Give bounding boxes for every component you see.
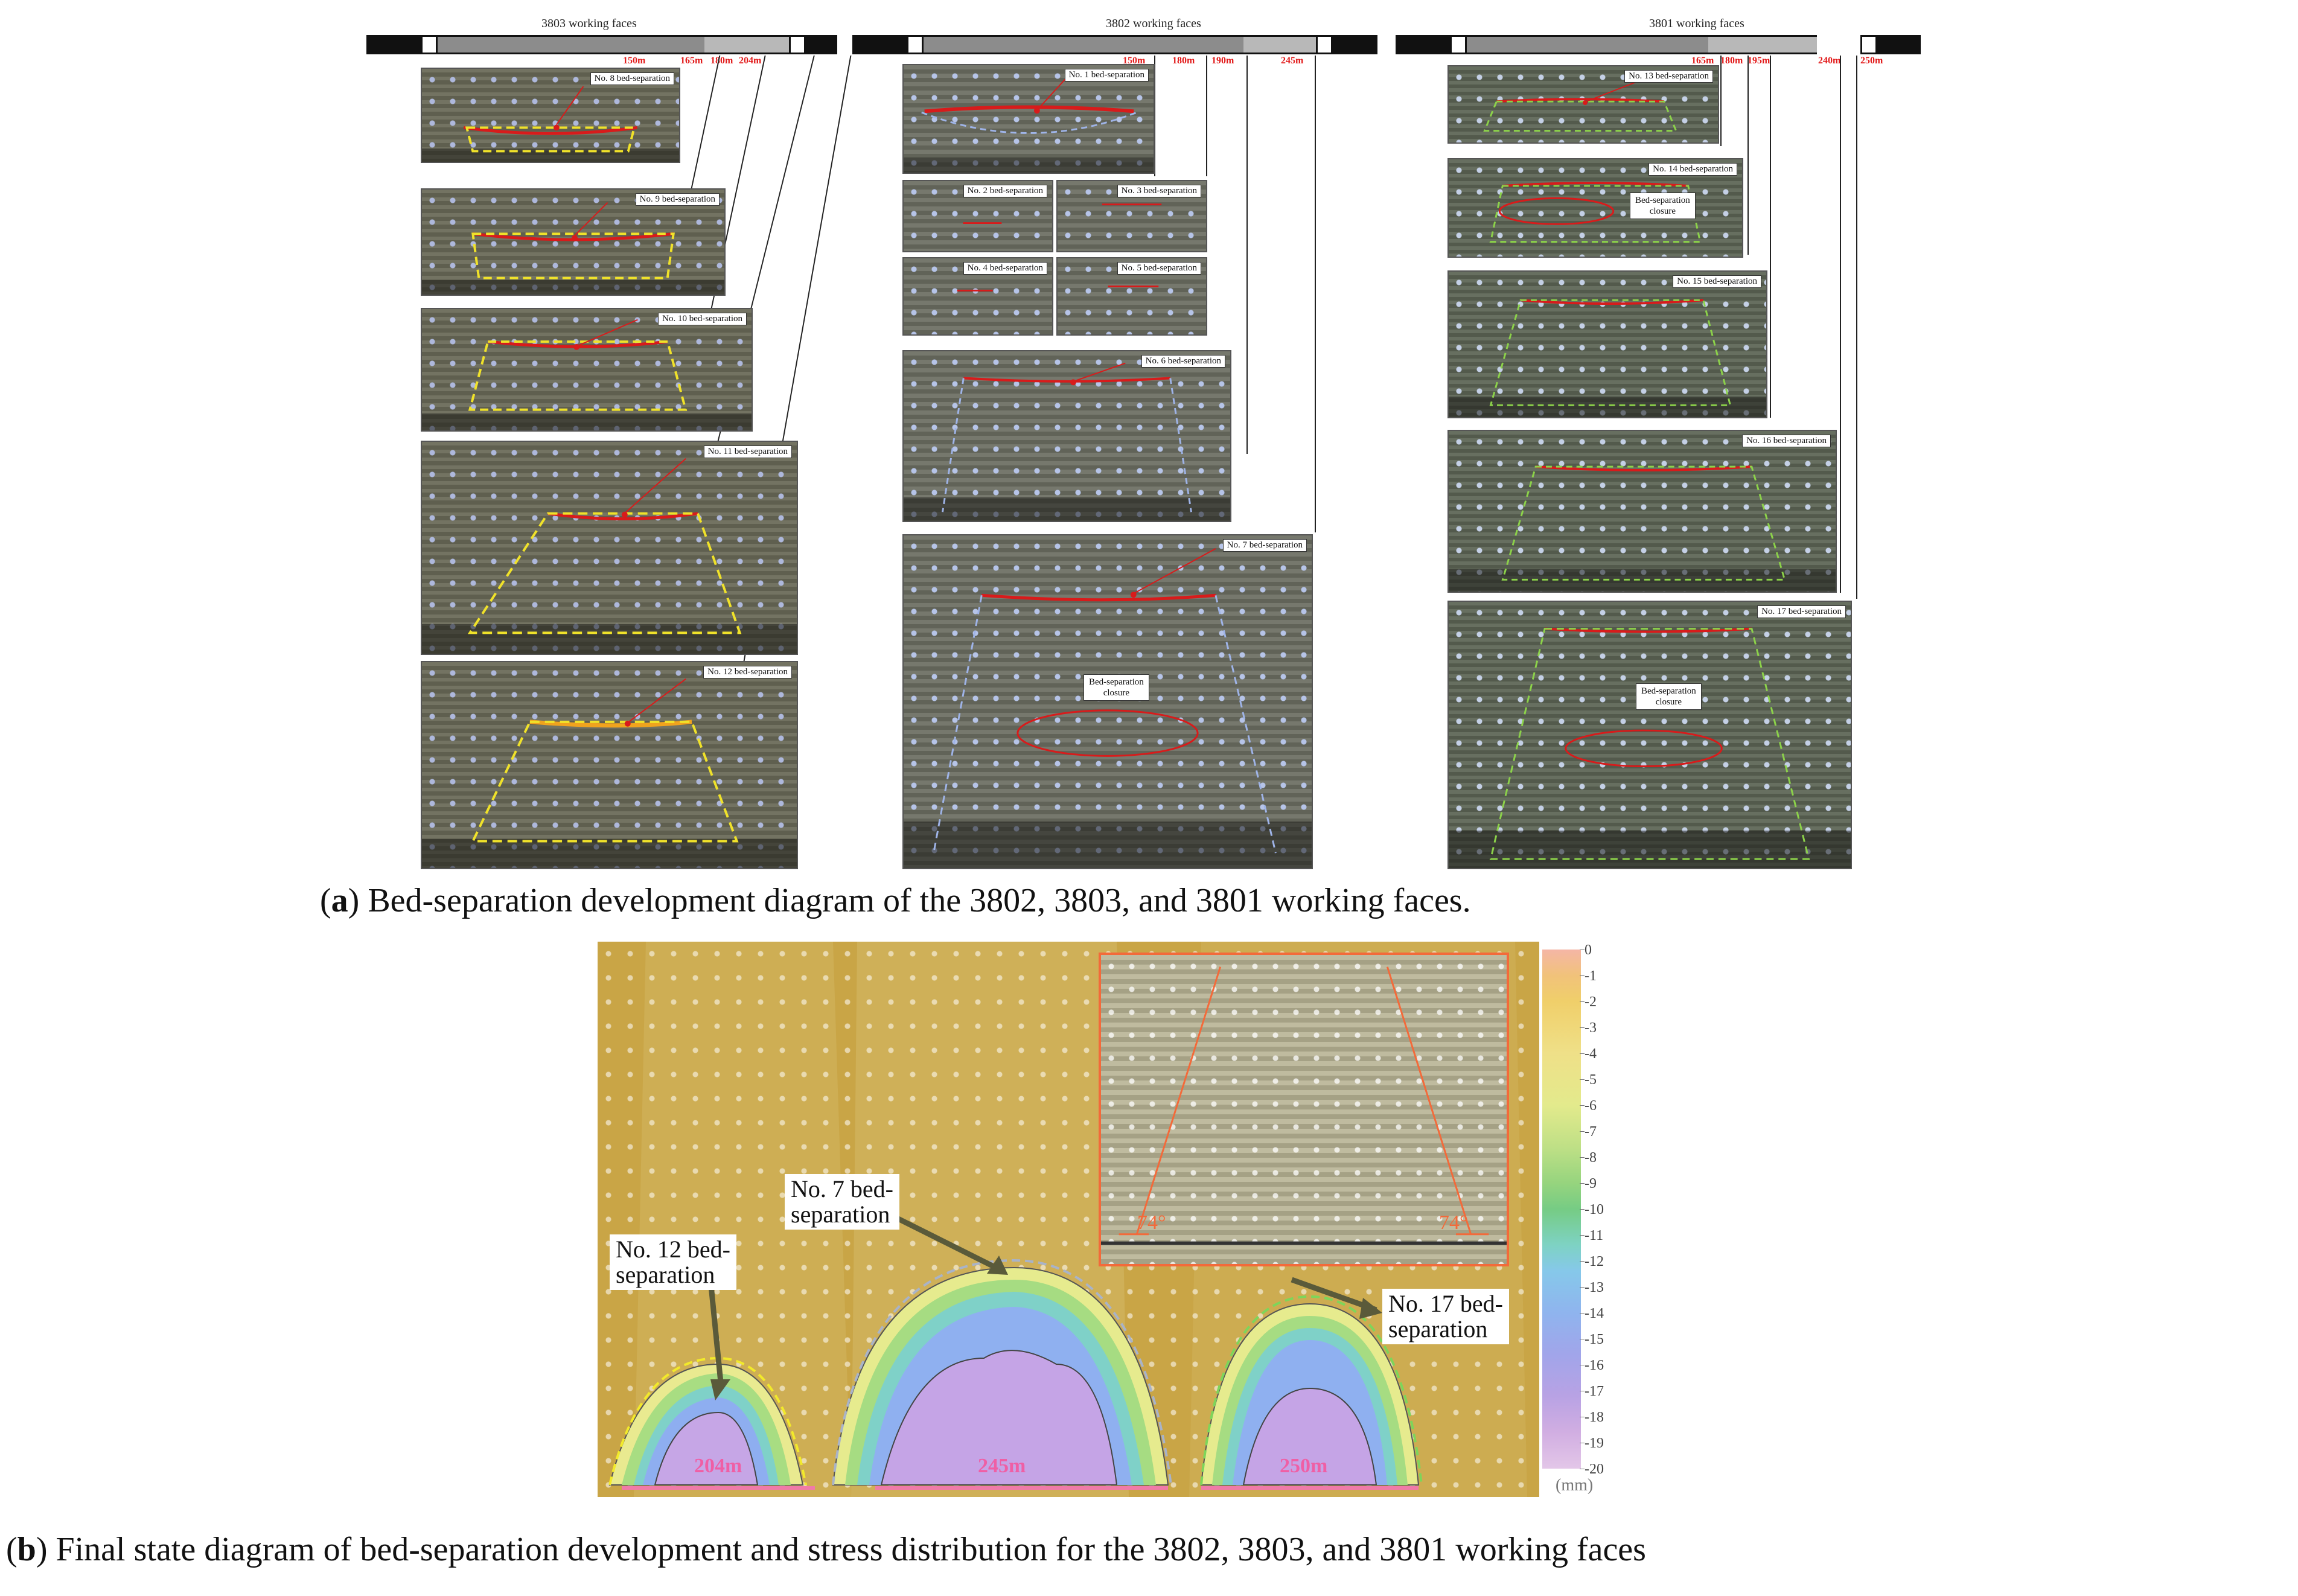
legend-tick: -19 (1580, 1435, 1604, 1451)
legend-gradient (1542, 950, 1581, 1469)
callout-no12: No. 12 bed- separation (610, 1234, 736, 1290)
bed-separation-photo-11: No. 11 bed-separation (421, 441, 798, 655)
legend-tick: -5 (1580, 1072, 1597, 1088)
distance-label: 165m (1691, 56, 1714, 66)
bed-separation-photo-7: No. 7 bed-separation Bed-separation clos… (902, 534, 1313, 869)
bed-separation-photo-13: No. 13 bed-separation (1447, 65, 1719, 144)
bed-separation-label: No. 6 bed-separation (1141, 355, 1225, 368)
distance-label: 204m (739, 56, 762, 66)
caption-a: (a) Bed-separation development diagram o… (320, 882, 1471, 919)
span-label-250: 250m (1280, 1455, 1328, 1477)
group-3801: 3801 working faces 165m 180m 195m 240m 2… (0, 0, 1932, 875)
inset-closeup: 74° 74° (1099, 953, 1509, 1266)
legend-tick: -9 (1580, 1176, 1597, 1192)
color-legend: 0 -1 -2 -3 -4 -5 -6 -7 -8 -9 -10 -11 -12 -13 -14 -15 -16… (1542, 942, 1657, 1512)
distance-label: 180m (1172, 56, 1195, 66)
span-label-245: 245m (978, 1455, 1026, 1477)
bed-separation-photo-17: No. 17 bed-separation Bed-separation clo… (1447, 601, 1852, 869)
callout-no7: No. 7 bed- separation (785, 1174, 899, 1230)
bed-separation-label: No. 1 bed-separation (1064, 69, 1149, 81)
legend-tick: -4 (1580, 1046, 1597, 1062)
legend-tick: -3 (1580, 1020, 1597, 1036)
working-face-title: 3801 working faces (1649, 17, 1744, 30)
bed-separation-photo-12: No. 12 bed-separation (421, 661, 798, 869)
distance-label: 150m (1123, 56, 1146, 66)
bed-separation-label: No. 16 bed-separation (1742, 435, 1831, 447)
legend-tick: -12 (1580, 1254, 1604, 1269)
bed-separation-label: No. 7 bed-separation (1222, 539, 1307, 552)
legend-tick: -13 (1580, 1280, 1604, 1295)
legend-tick: -6 (1580, 1098, 1597, 1114)
bed-separation-photo-3: No. 3 bed-separation (1056, 180, 1207, 252)
closure-label: Bed-separation closure (1084, 674, 1149, 701)
bed-separation-photo-15: No. 15 bed-separation (1447, 270, 1767, 418)
bed-separation-label: No. 13 bed-separation (1624, 70, 1713, 83)
bed-separation-photo-16: No. 16 bed-separation (1447, 430, 1837, 593)
distance-label: 180m (710, 56, 733, 66)
distance-label: 165m (680, 56, 703, 66)
working-face-bar-3802: 3802 working faces 150m 180m 190m 245m (852, 17, 1377, 66)
stress-contour-map: 74° 74° No. 12 bed- separation No. 7 bed… (598, 942, 1539, 1497)
legend-tick: -18 (1580, 1409, 1604, 1425)
group-3802: 3802 working faces 150m 180m 190m 245m N… (0, 0, 1388, 875)
legend-tick: -11 (1579, 1228, 1604, 1243)
distance-label: 240m (1818, 56, 1841, 66)
bed-separation-label: No. 15 bed-separation (1673, 275, 1761, 288)
working-face-title: 3802 working faces (1106, 17, 1201, 30)
contour-dome-204 (608, 1356, 807, 1486)
legend-tick: -2 (1580, 994, 1597, 1010)
legend-tick: 0 (1580, 942, 1592, 958)
contour-dome-245 (832, 1259, 1172, 1486)
distance-label: 245m (1281, 56, 1304, 66)
bed-separation-label: No. 5 bed-separation (1117, 262, 1201, 275)
bed-separation-label: No. 17 bed-separation (1757, 605, 1846, 618)
bed-separation-label: No. 4 bed-separation (963, 262, 1047, 275)
working-face-bar-3801: 3801 working faces 165m 180m 195m 240m 2… (1396, 17, 1921, 66)
bed-separation-label: No. 10 bed-separation (658, 313, 747, 325)
legend-tick: -20 (1580, 1461, 1604, 1477)
distance-label: 250m (1860, 56, 1883, 66)
legend-tick: -1 (1580, 968, 1597, 984)
angle-label-right: 74° (1439, 1211, 1468, 1234)
closure-label: Bed-separation closure (1630, 193, 1696, 219)
bed-separation-label: No. 12 bed-separation (703, 666, 792, 678)
distance-label: 150m (623, 56, 646, 66)
distance-label: 195m (1747, 56, 1770, 66)
bed-separation-label: No. 11 bed-separation (703, 445, 792, 458)
group-3803: 3803 working faces 150m 165m 180m 204m N… (0, 0, 852, 875)
bed-separation-label: No. 9 bed-separation (635, 193, 720, 206)
bed-separation-label: No. 8 bed-separation (590, 72, 674, 85)
distance-label: 180m (1720, 56, 1743, 66)
bed-separation-photo-9: No. 9 bed-separation (421, 188, 726, 296)
legend-tick: -14 (1580, 1306, 1604, 1321)
legend-tick: -17 (1580, 1384, 1604, 1399)
bed-separation-label: No. 3 bed-separation (1117, 185, 1201, 197)
working-face-title: 3803 working faces (541, 17, 637, 30)
bed-separation-label: No. 14 bed-separation (1648, 163, 1737, 176)
legend-tick: -10 (1580, 1202, 1604, 1218)
bed-separation-label: No. 2 bed-separation (963, 185, 1047, 197)
callout-no17: No. 17 bed- separation (1382, 1289, 1509, 1344)
distance-label: 190m (1211, 56, 1234, 66)
angle-label-left: 74° (1137, 1211, 1166, 1234)
legend-tick: -7 (1580, 1124, 1597, 1140)
legend-unit: (mm) (1556, 1476, 1594, 1495)
span-label-204: 204m (694, 1455, 742, 1477)
bed-separation-photo-14: No. 14 bed-separation Bed-separation clo… (1447, 158, 1743, 258)
bed-separation-photo-10: No. 10 bed-separation (421, 308, 753, 432)
legend-tick: -8 (1580, 1150, 1597, 1166)
bed-separation-photo-1: No. 1 bed-separation (902, 64, 1155, 174)
caption-b: (b) Final state diagram of bed-separatio… (6, 1531, 1646, 1568)
bed-separation-photo-8: No. 8 bed-separation (421, 68, 680, 163)
legend-tick: -16 (1580, 1358, 1604, 1373)
working-face-bar-3803: 3803 working faces 150m 165m 180m 204m (366, 17, 837, 66)
contour-dome-250 (1200, 1295, 1423, 1486)
bed-separation-photo-4: No. 4 bed-separation (902, 257, 1053, 336)
closure-label: Bed-separation closure (1636, 683, 1702, 710)
bed-separation-photo-6: No. 6 bed-separation (902, 350, 1231, 522)
bed-separation-photo-2: No. 2 bed-separation (902, 180, 1053, 252)
legend-tick: -15 (1580, 1332, 1604, 1347)
bed-separation-photo-5: No. 5 bed-separation (1056, 257, 1207, 336)
